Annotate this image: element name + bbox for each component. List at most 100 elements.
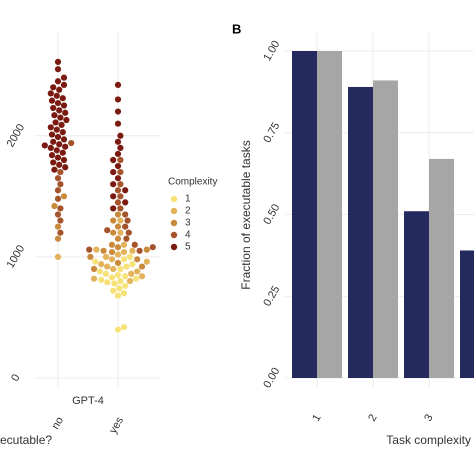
point	[100, 247, 107, 254]
y-tick-label: 2000	[5, 122, 28, 149]
point	[117, 205, 124, 212]
x-tick-label: 1	[310, 412, 323, 423]
point	[108, 241, 116, 248]
point	[54, 253, 62, 260]
bar	[429, 158, 454, 378]
point	[90, 265, 98, 273]
point	[114, 175, 122, 182]
legend-label: 4	[185, 230, 191, 241]
legend-swatch	[170, 243, 178, 251]
legend-label: 5	[185, 242, 191, 253]
bar	[348, 86, 373, 378]
point	[54, 211, 62, 218]
point	[124, 217, 131, 224]
legend-swatch	[170, 231, 178, 239]
y-tick-label: 1.00	[261, 39, 282, 64]
point	[122, 282, 129, 290]
point	[117, 169, 124, 176]
point	[120, 248, 128, 256]
point	[134, 256, 141, 263]
point	[51, 112, 58, 119]
point	[57, 114, 64, 121]
point	[132, 275, 140, 282]
point	[53, 92, 60, 99]
point	[114, 199, 122, 206]
point	[57, 229, 64, 236]
point	[47, 90, 54, 97]
point	[149, 244, 156, 251]
point	[114, 244, 122, 251]
point	[114, 150, 122, 158]
point	[57, 169, 64, 176]
point	[117, 217, 124, 224]
point	[54, 175, 62, 182]
point	[54, 133, 62, 141]
point	[122, 273, 129, 280]
point	[93, 246, 100, 253]
point	[117, 144, 124, 151]
point	[114, 271, 122, 279]
point	[114, 81, 122, 89]
point	[50, 159, 57, 166]
point	[120, 256, 128, 263]
point	[86, 246, 93, 253]
point	[108, 248, 116, 256]
point	[47, 144, 54, 151]
y-tick-label: 0.50	[261, 202, 282, 227]
point	[117, 193, 124, 200]
point	[114, 223, 122, 230]
point	[123, 235, 130, 242]
point	[57, 181, 64, 188]
point	[48, 152, 56, 159]
point	[68, 139, 75, 147]
point	[136, 247, 143, 254]
legend-label: 2	[185, 206, 191, 217]
bar	[404, 211, 429, 378]
x-tick-label: no	[50, 415, 67, 432]
legend-label: 3	[185, 218, 191, 229]
y-tick-label: 0.00	[261, 366, 282, 391]
bar	[373, 80, 398, 379]
point	[58, 121, 65, 128]
point	[54, 99, 62, 107]
x-axis-title: Task complexity	[386, 433, 471, 447]
point	[110, 265, 117, 273]
point	[98, 261, 105, 268]
point	[138, 263, 146, 270]
point	[114, 138, 122, 145]
point	[54, 223, 62, 230]
point	[110, 193, 117, 200]
point	[138, 273, 146, 280]
point	[114, 108, 122, 115]
bar	[317, 51, 342, 378]
point	[131, 241, 138, 248]
point	[56, 86, 63, 93]
point	[60, 74, 68, 81]
point	[52, 119, 59, 126]
point	[108, 274, 116, 281]
point	[104, 279, 111, 286]
point	[104, 263, 111, 270]
point	[51, 202, 58, 210]
point	[59, 149, 66, 156]
y-tick-label: 0	[9, 372, 22, 383]
point	[104, 227, 111, 234]
point	[87, 253, 94, 260]
point	[57, 217, 64, 224]
point	[114, 211, 122, 218]
point	[114, 96, 122, 103]
point	[56, 161, 63, 168]
point	[114, 259, 122, 267]
point	[60, 136, 68, 143]
point	[48, 97, 56, 104]
point	[122, 187, 129, 194]
point	[117, 156, 124, 164]
point	[120, 290, 128, 297]
x-tick-label: 2	[366, 412, 379, 423]
bar	[460, 250, 474, 378]
point	[120, 324, 128, 331]
point	[50, 84, 57, 91]
point	[114, 292, 122, 299]
point	[114, 235, 122, 242]
